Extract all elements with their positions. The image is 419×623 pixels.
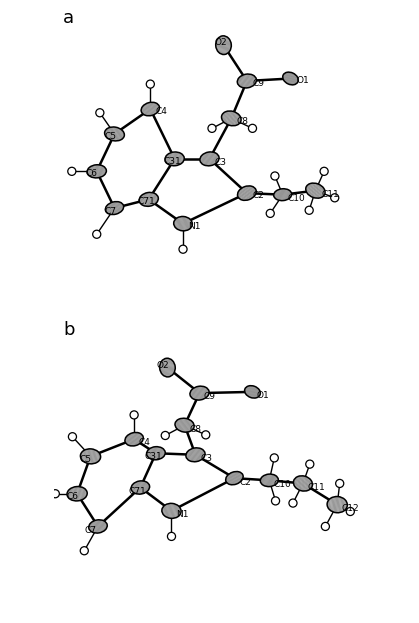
Ellipse shape [162,503,181,518]
Text: b: b [63,321,75,339]
Circle shape [331,194,339,202]
Ellipse shape [141,102,160,116]
Text: C2: C2 [239,478,251,487]
Ellipse shape [105,202,124,214]
Text: N1: N1 [188,222,201,231]
Circle shape [270,454,278,462]
Circle shape [305,206,313,214]
Ellipse shape [125,432,143,446]
Text: O1: O1 [296,77,309,85]
Ellipse shape [238,186,256,201]
Text: C8: C8 [237,117,249,126]
Ellipse shape [87,164,106,178]
Text: C7: C7 [84,526,96,535]
Text: C71: C71 [129,487,146,496]
Text: O2: O2 [215,39,227,47]
Text: C2: C2 [253,191,264,200]
Text: C11: C11 [307,483,325,492]
Circle shape [51,490,59,498]
Text: O2: O2 [157,361,169,369]
Text: C71: C71 [138,197,155,206]
Circle shape [80,547,88,554]
Circle shape [266,209,274,217]
Ellipse shape [89,520,107,533]
Text: C7: C7 [104,207,116,216]
Text: C31: C31 [144,452,162,461]
Circle shape [130,411,138,419]
Ellipse shape [222,111,241,126]
Ellipse shape [216,36,231,54]
Circle shape [321,522,329,531]
Ellipse shape [174,216,192,231]
Ellipse shape [245,386,260,398]
Ellipse shape [175,418,194,432]
Text: C12: C12 [341,504,359,513]
Text: C10: C10 [274,480,292,489]
Text: C5: C5 [79,455,91,464]
Ellipse shape [80,449,101,464]
Ellipse shape [139,193,158,206]
Text: C6: C6 [66,492,78,502]
Text: C8: C8 [189,425,201,434]
Text: C10: C10 [287,194,305,203]
Text: C4: C4 [156,107,168,116]
Ellipse shape [226,472,243,485]
Text: C31: C31 [163,157,181,166]
Text: C9: C9 [253,79,264,88]
Ellipse shape [293,476,313,491]
Circle shape [346,507,354,516]
Text: C3: C3 [200,454,212,463]
Ellipse shape [147,447,165,460]
Ellipse shape [260,474,278,487]
Ellipse shape [237,74,256,88]
Ellipse shape [105,127,124,141]
Circle shape [271,172,279,180]
Ellipse shape [200,152,219,166]
Ellipse shape [283,72,298,85]
Ellipse shape [67,487,87,501]
Circle shape [179,245,187,253]
Ellipse shape [274,189,292,201]
Text: C4: C4 [138,439,150,447]
Circle shape [208,125,216,133]
Circle shape [93,230,101,239]
Circle shape [96,109,104,117]
Circle shape [161,431,169,440]
Text: a: a [63,9,74,27]
Ellipse shape [327,497,347,513]
Circle shape [320,167,328,176]
Text: C11: C11 [321,190,339,199]
Text: C5: C5 [104,132,116,141]
Ellipse shape [165,152,184,166]
Ellipse shape [160,358,175,377]
Ellipse shape [306,183,325,198]
Circle shape [68,167,76,176]
Circle shape [336,480,344,487]
Ellipse shape [131,481,150,494]
Text: C9: C9 [204,392,216,401]
Text: C3: C3 [214,158,226,167]
Circle shape [202,431,210,439]
Ellipse shape [186,448,205,462]
Text: N1: N1 [176,510,189,519]
Circle shape [272,497,279,505]
Circle shape [68,432,77,441]
Circle shape [168,532,176,540]
Circle shape [289,499,297,507]
Text: C6: C6 [85,169,98,178]
Circle shape [146,80,154,88]
Ellipse shape [190,386,209,400]
Circle shape [306,460,314,468]
Text: O1: O1 [257,391,269,400]
Circle shape [248,125,256,133]
